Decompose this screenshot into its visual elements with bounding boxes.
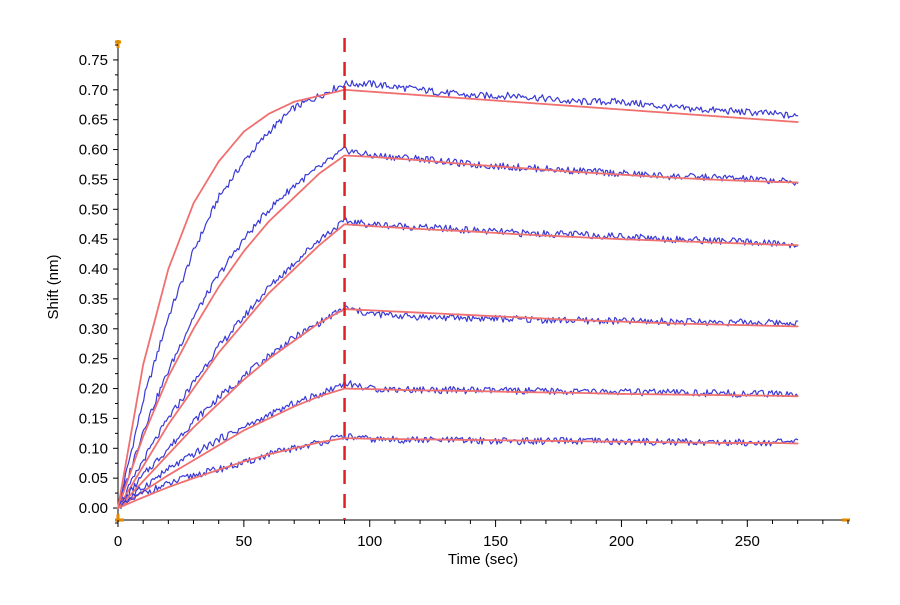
measured-trace: [117, 380, 799, 509]
measured-trace: [117, 217, 799, 509]
y-tick-label: 0.05: [79, 470, 108, 487]
y-tick-label: 0.35: [79, 291, 108, 308]
y-tick-label: 0.25: [79, 351, 108, 368]
series-layer: [117, 79, 799, 509]
fit-curve: [117, 154, 799, 509]
y-tick-label: 0.45: [79, 231, 108, 248]
y-tick-label: 0.75: [79, 52, 108, 69]
x-tick-label: 250: [735, 533, 760, 550]
x-tick-label: 200: [609, 533, 634, 550]
y-tick-label: 0.70: [79, 82, 108, 99]
y-tick-label: 0.10: [79, 440, 108, 457]
measured-trace: [117, 305, 799, 509]
y-tick-label: 0.50: [79, 201, 108, 218]
fit-curve: [117, 387, 799, 509]
y-tick-label: 0.55: [79, 171, 108, 188]
x-tick-label: 100: [357, 533, 382, 550]
fit-curve: [117, 88, 799, 509]
x-tick-label: 50: [236, 533, 253, 550]
x-tick-label: 0: [114, 533, 122, 550]
fit-curve: [117, 437, 799, 509]
y-tick-label: 0.60: [79, 142, 108, 159]
y-tick-label: 0.65: [79, 112, 108, 129]
x-axis-title: Time (sec): [448, 551, 518, 568]
x-tick-label: 150: [483, 533, 508, 550]
fit-curve: [117, 223, 799, 509]
y-tick-label: 0.30: [79, 321, 108, 338]
measured-trace: [117, 145, 799, 509]
y-tick-label: 0.15: [79, 410, 108, 427]
labels-layer: Time (sec) Shift (nm): [45, 254, 518, 568]
y-tick-label: 0.40: [79, 261, 108, 278]
axes-layer: 0.00 0.05 0.10 0.15 0.20 0.25 0.30 0.35 0.40 0.45…: [79, 40, 850, 550]
y-tick-label: 0.20: [79, 381, 108, 398]
y-tick-label: 0.00: [79, 500, 108, 517]
measured-trace: [117, 79, 799, 509]
y-axis-title: Shift (nm): [45, 254, 62, 319]
fit-curve: [117, 308, 799, 509]
